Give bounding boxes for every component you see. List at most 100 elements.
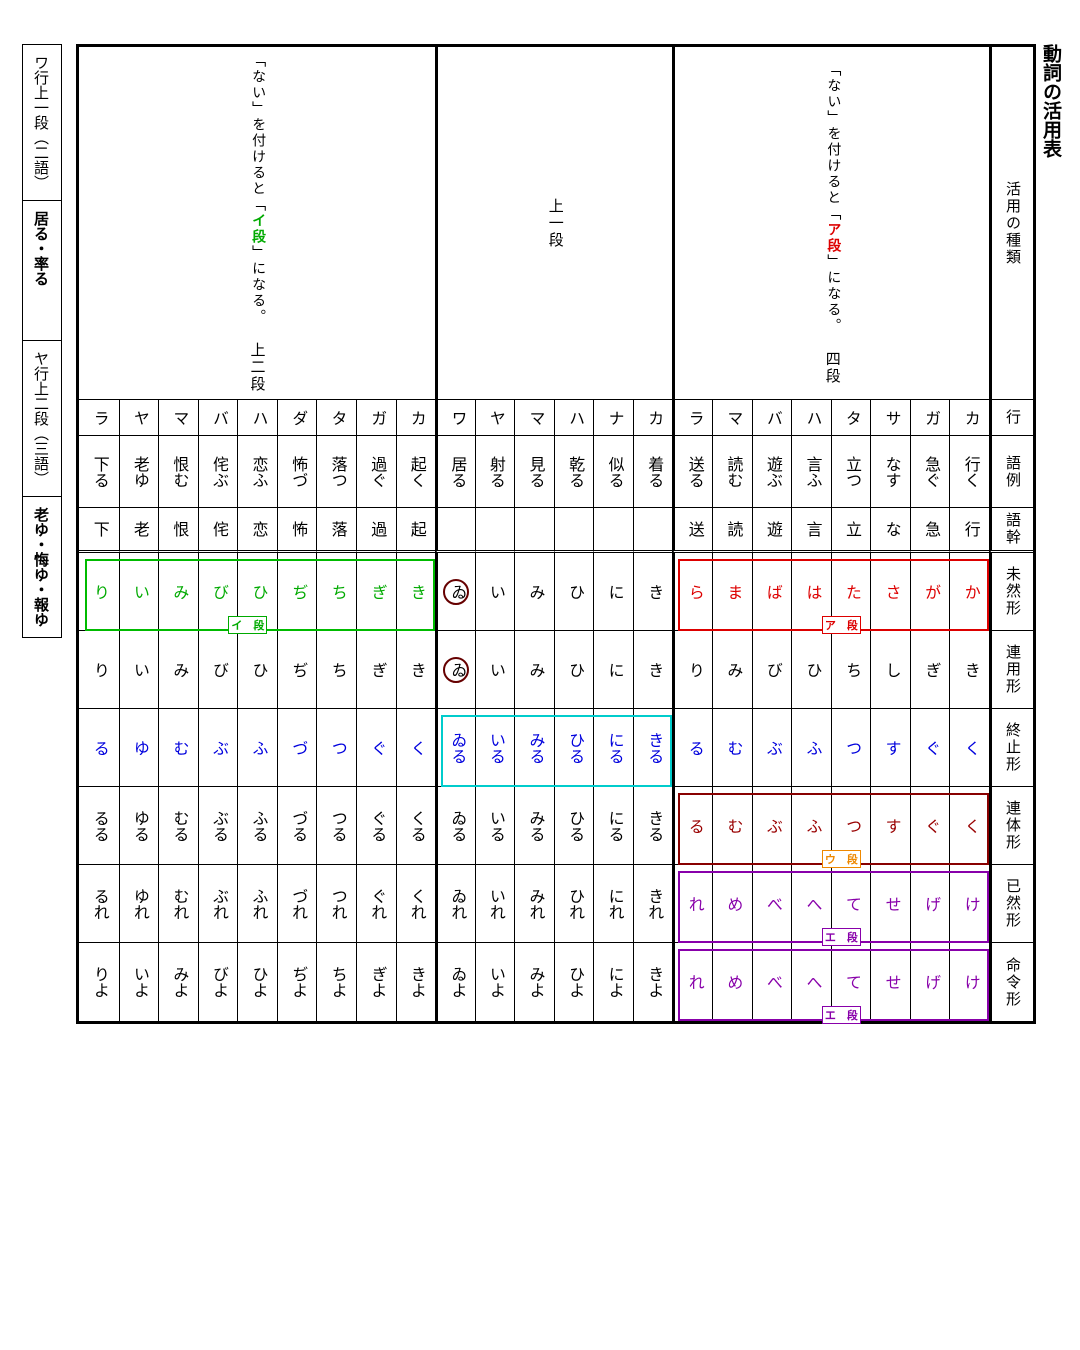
table-cell: 老 xyxy=(119,508,159,553)
table-cell: ぢ xyxy=(277,553,317,631)
table-cell: むれ xyxy=(158,865,198,943)
table-cell: 未然形 xyxy=(989,553,1033,631)
table-cell: す xyxy=(870,709,910,787)
table-cell: べ xyxy=(752,865,792,943)
table-cell: き xyxy=(396,631,436,709)
table-cell: 起 xyxy=(396,508,436,553)
table-cell: マ xyxy=(158,400,198,436)
table-cell: いる xyxy=(475,787,515,865)
table-cell: び xyxy=(752,631,792,709)
table-cell: る xyxy=(672,787,712,865)
table-cell: 侘 xyxy=(198,508,238,553)
table-cell: か xyxy=(949,553,989,631)
table-cell: 着る xyxy=(633,436,673,508)
table-cell: ラ xyxy=(79,400,119,436)
table-cell: 行 xyxy=(949,508,989,553)
table-cell: 立つ xyxy=(831,436,871,508)
table-cell: ぎ xyxy=(910,631,950,709)
table-cell: 落 xyxy=(316,508,356,553)
table-cell: ゐれ xyxy=(435,865,475,943)
table-cell: び xyxy=(198,631,238,709)
table-cell: 侘ぶ xyxy=(198,436,238,508)
table-cell: み xyxy=(712,631,752,709)
table-cell: く xyxy=(949,709,989,787)
table-cell: み xyxy=(514,553,554,631)
table-cell: 恋 xyxy=(237,508,277,553)
table-cell: ガ xyxy=(356,400,396,436)
table-cell: いれ xyxy=(475,865,515,943)
table-cell: せ xyxy=(870,865,910,943)
table-cell: ゐる xyxy=(435,787,475,865)
table-cell: ハ xyxy=(554,400,594,436)
table-cell: 急 xyxy=(910,508,950,553)
table-cell: 老ゆ xyxy=(119,436,159,508)
table-cell: げ xyxy=(910,943,950,1021)
table-cell: ま xyxy=(712,553,752,631)
table-cell: ち xyxy=(316,631,356,709)
table-cell: むる xyxy=(158,787,198,865)
table-cell: 怖づ xyxy=(277,436,317,508)
table-cell: ち xyxy=(831,631,871,709)
table-cell: ふれ xyxy=(237,865,277,943)
table-cell: ぐ xyxy=(910,787,950,865)
table-cell: ぎ xyxy=(356,631,396,709)
table-cell: べ xyxy=(752,943,792,1021)
table-cell: 急ぐ xyxy=(910,436,950,508)
table-cell: 遊ぶ xyxy=(752,436,792,508)
table-cell: び xyxy=(198,553,238,631)
table-cell: ぶ xyxy=(752,709,792,787)
table-cell: み xyxy=(514,631,554,709)
table-cell: づ xyxy=(277,709,317,787)
table-cell: き xyxy=(396,553,436,631)
side-note-2: ヤ行上二段（三語） xyxy=(23,341,61,497)
table-cell: へ xyxy=(791,943,831,1021)
table-cell: 已然形 xyxy=(989,865,1033,943)
table-cell: け xyxy=(949,943,989,1021)
table-cell: りよ xyxy=(79,943,119,1021)
table-cell: め xyxy=(712,865,752,943)
table-cell: ふ xyxy=(237,709,277,787)
table-cell: 遊 xyxy=(752,508,792,553)
table-cell: ぶる xyxy=(198,787,238,865)
table-cell: ぐ xyxy=(356,709,396,787)
table-cell: 上一段 xyxy=(435,47,672,400)
table-cell: くる xyxy=(396,787,436,865)
table-cell: 「ない」を付けると「ア段」になる。 四段 xyxy=(672,47,989,400)
table-cell: ぶ xyxy=(752,787,792,865)
table-cell: マ xyxy=(514,400,554,436)
table-cell xyxy=(593,508,633,553)
table-cell: タ xyxy=(316,400,356,436)
table-cell: 送 xyxy=(672,508,712,553)
table-cell: いる xyxy=(475,709,515,787)
table-cell: 命令形 xyxy=(989,943,1033,1021)
table-cell: み xyxy=(158,553,198,631)
table-cell: 乾る xyxy=(554,436,594,508)
table-cell: い xyxy=(475,553,515,631)
table-cell: 活用の種類 xyxy=(989,47,1033,400)
table-cell: によ xyxy=(593,943,633,1021)
side-note-0: ワ行上一段（二語） xyxy=(23,45,61,201)
table-cell: つれ xyxy=(316,865,356,943)
table-cell: く xyxy=(949,787,989,865)
table-cell: 行く xyxy=(949,436,989,508)
table-cell: げ xyxy=(910,865,950,943)
table-cell: す xyxy=(870,787,910,865)
table-cell: ゆる xyxy=(119,787,159,865)
table-cell: バ xyxy=(752,400,792,436)
table-cell: ふ xyxy=(791,787,831,865)
table-cell: み xyxy=(158,631,198,709)
table-cell: つ xyxy=(316,709,356,787)
table-cell: 語例 xyxy=(989,436,1033,508)
table-cell: みる xyxy=(514,709,554,787)
table-cell: さ xyxy=(870,553,910,631)
table-cell: 恨む xyxy=(158,436,198,508)
table-cell: きる xyxy=(633,787,673,865)
table-cell: びよ xyxy=(198,943,238,1021)
table-cell: ぐ xyxy=(910,709,950,787)
table-cell: き xyxy=(633,553,673,631)
page-title: 動詞の活用表 xyxy=(1037,44,1064,158)
table-cell: 起く xyxy=(396,436,436,508)
table-cell: む xyxy=(158,709,198,787)
table-cell: 見る xyxy=(514,436,554,508)
table-cell: ぶれ xyxy=(198,865,238,943)
